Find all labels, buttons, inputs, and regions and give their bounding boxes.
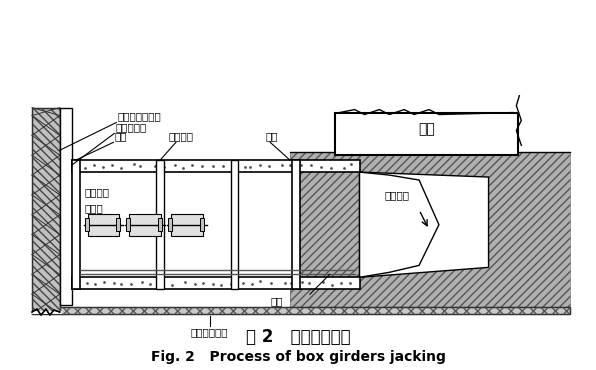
Bar <box>116 218 120 231</box>
Text: Fig. 2   Process of box girders jacking: Fig. 2 Process of box girders jacking <box>151 350 445 364</box>
Bar <box>171 214 203 236</box>
Text: 阁体: 阁体 <box>418 122 435 136</box>
Bar <box>126 218 131 231</box>
Bar <box>231 160 238 289</box>
Text: 千斤顶: 千斤顶 <box>85 203 103 213</box>
Bar <box>60 108 72 305</box>
Text: 方木后背墙: 方木后背墙 <box>116 122 147 132</box>
Text: 碎石木枕基础: 碎石木枕基础 <box>191 327 228 337</box>
Text: 图 2   箱梁顶进示意: 图 2 箱梁顶进示意 <box>246 328 350 346</box>
Polygon shape <box>359 172 439 277</box>
Bar <box>72 160 359 172</box>
Polygon shape <box>290 152 570 307</box>
Bar <box>80 172 292 277</box>
Text: 深层水泥搅拌桩: 深层水泥搅拌桩 <box>117 111 161 121</box>
Bar <box>129 214 161 236</box>
Bar <box>72 160 80 289</box>
Text: 立铁: 立铁 <box>114 131 127 141</box>
Bar <box>72 277 359 289</box>
Text: 横向顶铁: 横向顶铁 <box>169 131 194 141</box>
Bar <box>168 218 172 231</box>
Text: 人工掘土: 人工掘土 <box>384 190 409 200</box>
Bar <box>335 112 519 155</box>
Bar <box>88 214 119 236</box>
Polygon shape <box>60 307 570 314</box>
Bar <box>156 160 164 289</box>
Polygon shape <box>359 172 489 277</box>
Bar <box>200 218 204 231</box>
Polygon shape <box>32 108 60 314</box>
Bar <box>292 160 300 289</box>
Text: 纵向顶铁: 纵向顶铁 <box>85 187 110 197</box>
Bar <box>158 218 162 231</box>
Text: 箱梁: 箱梁 <box>265 131 278 141</box>
Text: 导轨: 导轨 <box>270 296 283 306</box>
Bar <box>85 218 89 231</box>
